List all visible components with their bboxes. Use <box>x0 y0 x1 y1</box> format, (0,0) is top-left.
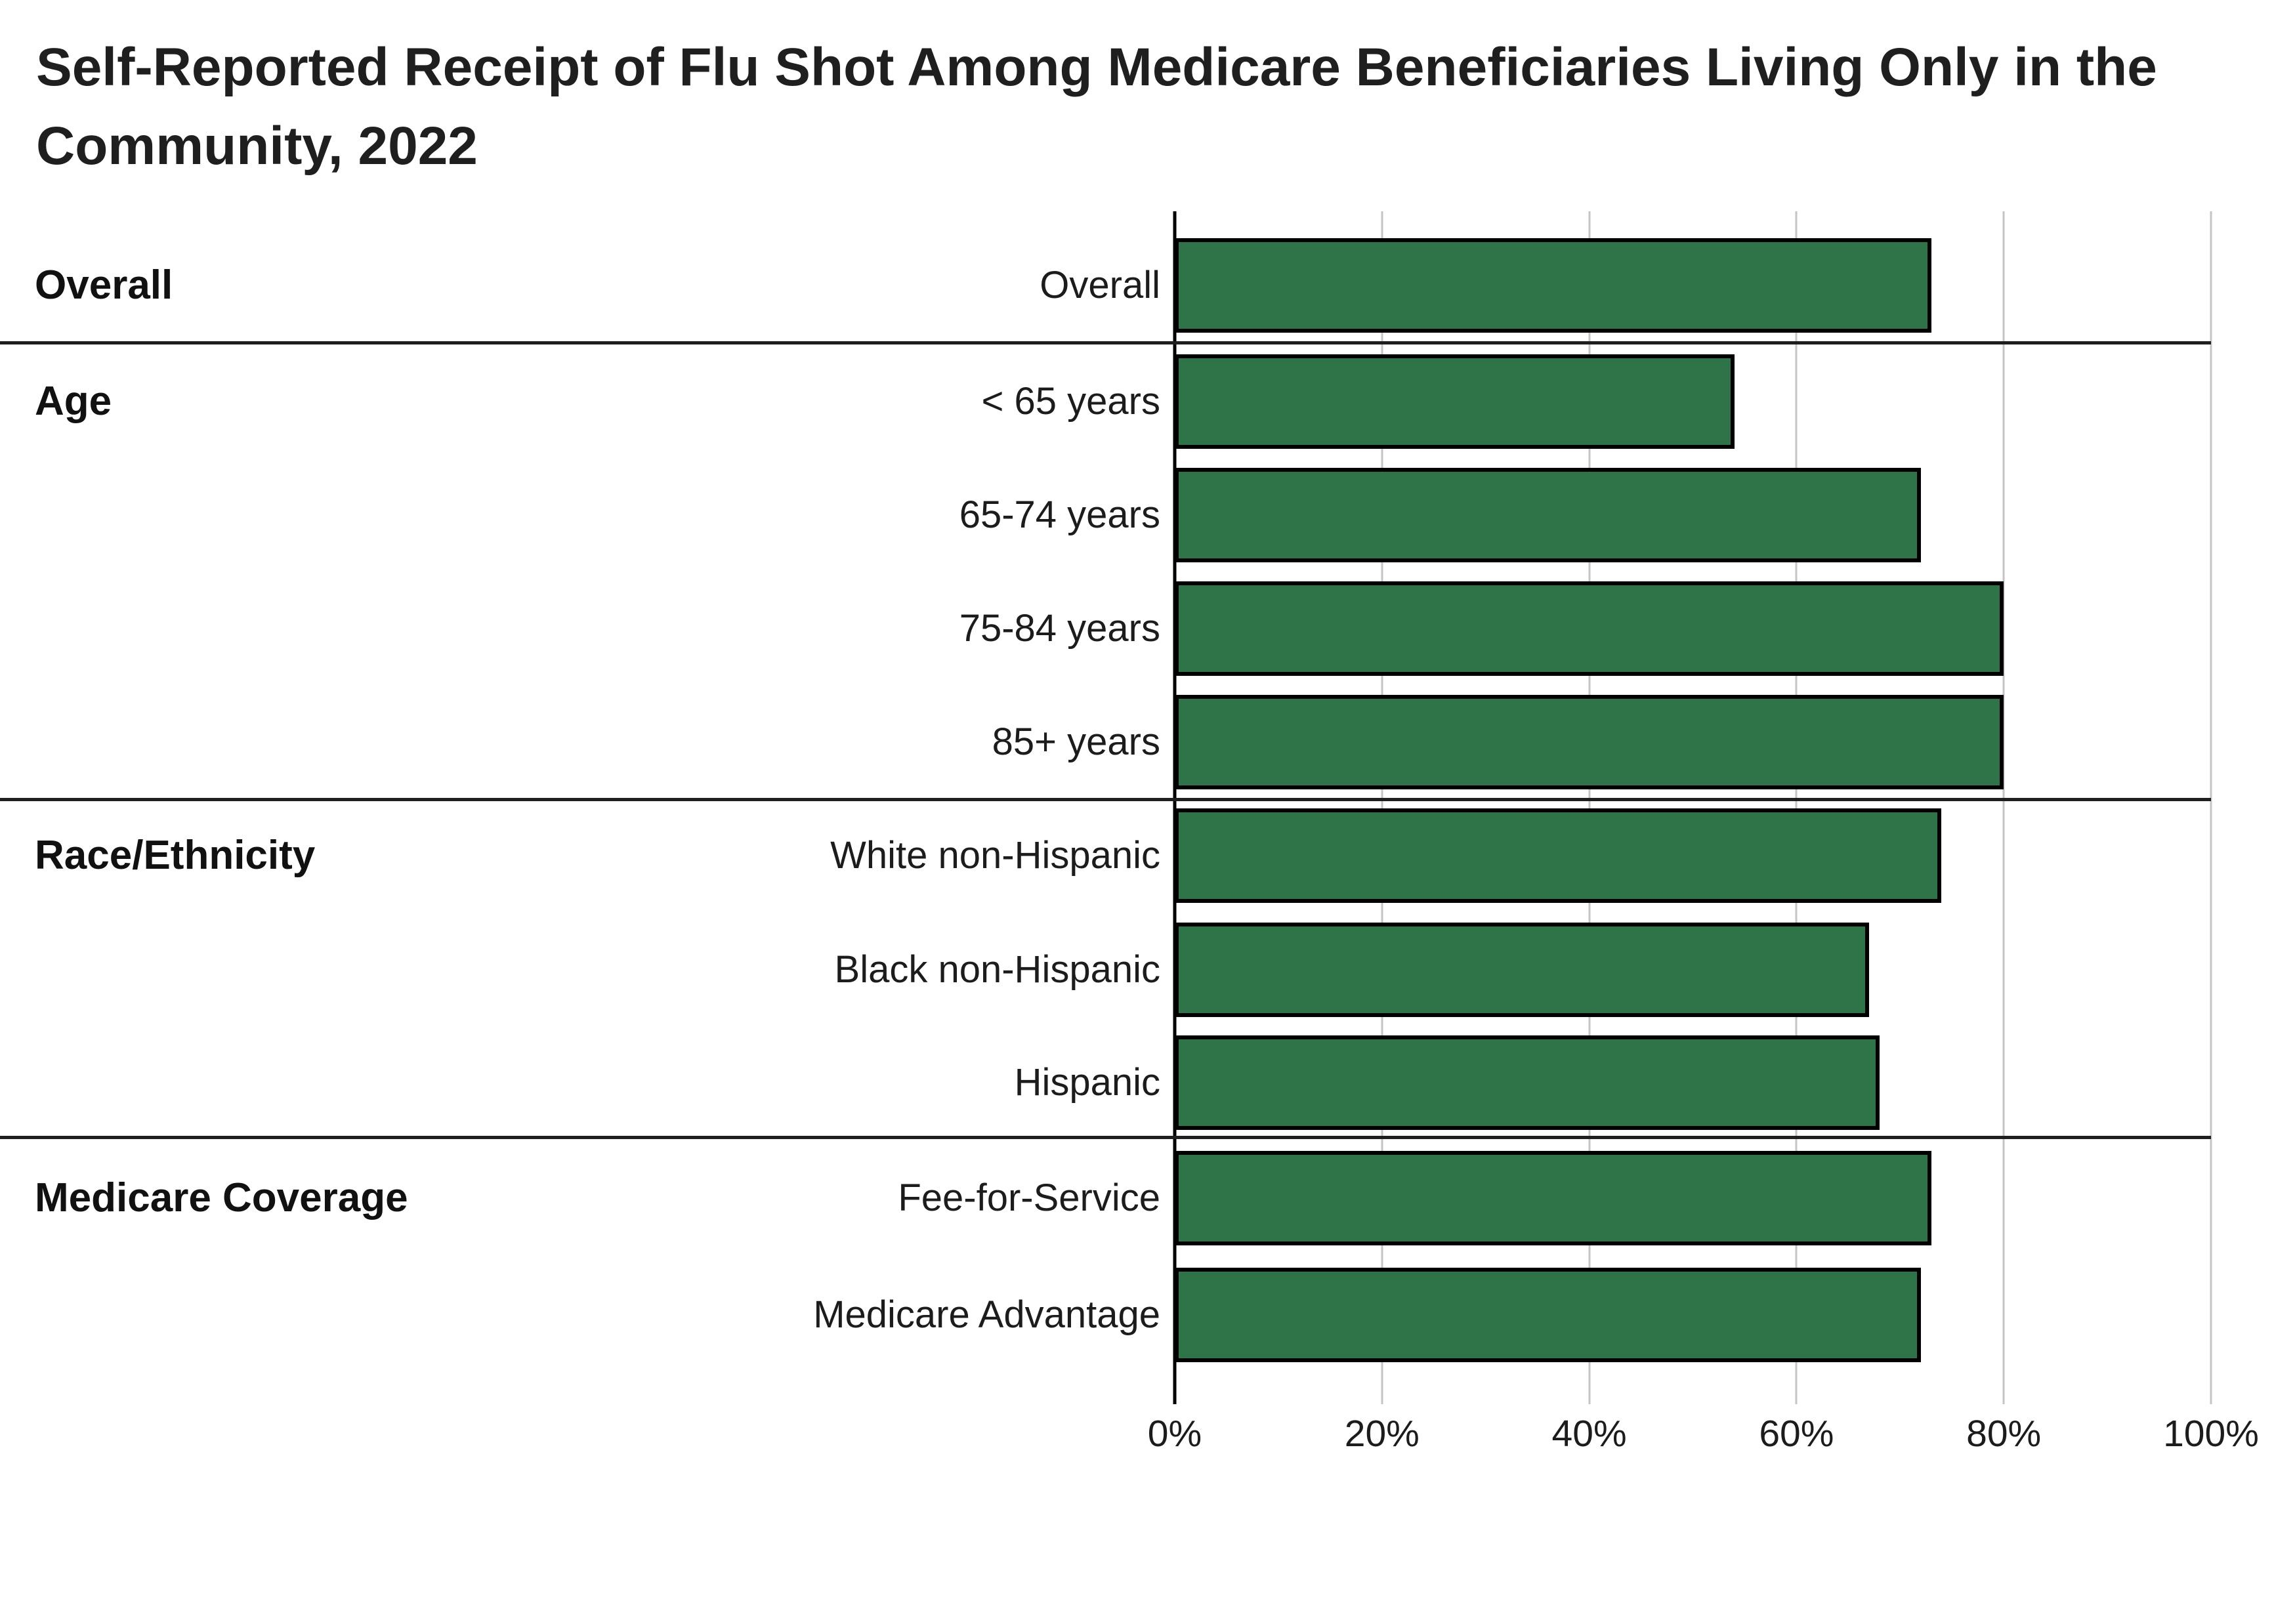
bar-label-medicare-advantage: Medicare Advantage <box>813 1293 1160 1336</box>
group-separator-1 <box>0 341 2211 344</box>
bar-75-84-years <box>1175 581 2004 676</box>
bar-85-years <box>1175 695 2004 789</box>
x-axis-baseline <box>1173 211 1177 1404</box>
bar-label-65-74-years: 65-74 years <box>959 493 1160 536</box>
bar-hispanic <box>1175 1035 1880 1130</box>
bar-fee-for-service <box>1175 1151 1931 1245</box>
bar-65-years <box>1175 354 1735 449</box>
bar-label-hispanic: Hispanic <box>1014 1061 1160 1104</box>
x-tick-label-0pct: 0% <box>1147 1413 1202 1455</box>
bar-white-non-hispanic <box>1175 808 1942 903</box>
x-gridline-40pct <box>1588 211 1591 1404</box>
x-gridline-20pct <box>1381 211 1383 1404</box>
x-tick-label-60pct: 60% <box>1759 1413 1834 1455</box>
group-label-overall: Overall <box>35 262 173 308</box>
x-tick-label-80pct: 80% <box>1966 1413 2042 1455</box>
bar-black-non-hispanic <box>1175 923 1869 1017</box>
bar-medicare-advantage <box>1175 1268 1921 1362</box>
x-gridline-60pct <box>1795 211 1798 1404</box>
group-label-medicare-coverage: Medicare Coverage <box>35 1175 408 1220</box>
bar-label-overall: Overall <box>1040 264 1160 306</box>
bar-label-75-84-years: 75-84 years <box>959 607 1160 650</box>
bar-label-65-years: < 65 years <box>981 380 1160 423</box>
bar-label-85-years: 85+ years <box>992 720 1160 763</box>
bar-overall <box>1175 238 1931 333</box>
group-separator-3 <box>0 1136 2211 1139</box>
x-tick-label-100pct: 100% <box>2163 1413 2259 1455</box>
bar-label-white-non-hispanic: White non-Hispanic <box>830 834 1160 877</box>
group-separator-2 <box>0 798 2211 801</box>
x-tick-label-20pct: 20% <box>1344 1413 1420 1455</box>
bar-label-fee-for-service: Fee-for-Service <box>898 1176 1160 1219</box>
x-tick-label-40pct: 40% <box>1551 1413 1627 1455</box>
bar-65-74-years <box>1175 468 1921 562</box>
group-label-age: Age <box>35 379 112 424</box>
x-gridline-100pct <box>2210 211 2212 1404</box>
chart-title-line-1: Self-Reported Receipt of Flu Shot Among … <box>36 37 2157 97</box>
chart-title-line-2: Community, 2022 <box>36 116 478 176</box>
chart-title: Self-Reported Receipt of Flu Shot Among … <box>36 28 2228 186</box>
group-label-race-ethnicity: Race/Ethnicity <box>35 833 316 878</box>
x-gridline-80pct <box>2002 211 2005 1404</box>
plot-area: 0% 20% 40% 60% 80% 100% <box>1148 211 2259 1455</box>
bar-label-black-non-hispanic: Black non-Hispanic <box>834 948 1160 991</box>
